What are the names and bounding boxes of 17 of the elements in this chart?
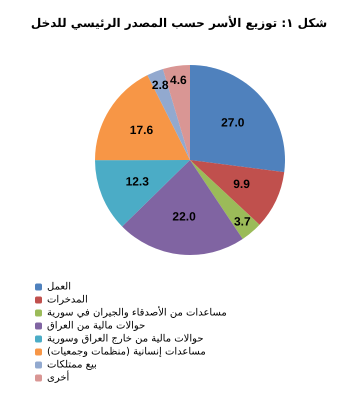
data-label: 22.0 — [172, 210, 196, 224]
legend-label: بيع ممتلكات — [47, 360, 97, 370]
data-label: 2.8 — [152, 78, 169, 92]
data-label: 27.0 — [221, 115, 245, 130]
legend-label: مساعدات إنسانية (منظمات وجمعيات) — [47, 346, 206, 358]
data-label: 9.9 — [233, 177, 250, 192]
data-label: 4.6 — [170, 73, 188, 88]
legend-label: المدخرات — [47, 294, 88, 306]
data-label: 17.6 — [130, 123, 154, 138]
legend-label: حوالات مالية من خارج العراق وسورية — [47, 334, 204, 344]
legend-label: أخرى — [47, 370, 70, 384]
legend-label: مساعدات من الأصدقاء والجيران في سورية — [47, 306, 227, 318]
data-label: 12.3 — [126, 174, 150, 189]
legend-label: العمل — [47, 282, 72, 292]
legend-label: حوالات مالية من العراق — [47, 320, 146, 332]
chart-title: شكل ١: توزيع الأسر حسب المصدر الرئيسي للدخل — [30, 15, 328, 30]
data-label: 3.7 — [234, 214, 251, 229]
